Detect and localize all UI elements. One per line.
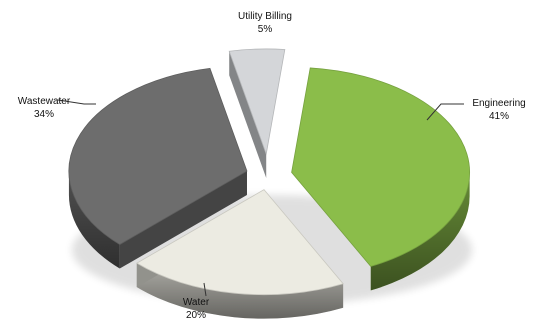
label-utility-billing: Utility Billing 5% — [238, 11, 292, 35]
slice-label-water: Water — [183, 297, 210, 308]
pie-slice-top-water — [136, 189, 344, 296]
pie-slice-utility-billing — [228, 48, 286, 178]
pie-slice-water — [136, 189, 344, 319]
slice-value-utility-billing: 5% — [258, 24, 273, 35]
slice-label-utility-billing: Utility Billing — [238, 11, 292, 22]
slice-label-engineering: Engineering — [472, 98, 525, 109]
label-engineering: Engineering 41% — [426, 98, 526, 122]
slice-value-water: 20% — [186, 310, 206, 321]
leader-line-water — [203, 282, 207, 297]
label-water: Water 20% — [183, 282, 210, 321]
pie-slice-wastewater — [68, 67, 248, 269]
pie-slices — [68, 48, 471, 319]
leader-line-wastewater — [57, 99, 96, 105]
pie-slice-side-shade-water — [136, 263, 344, 319]
pie-slice-top-wastewater — [68, 67, 248, 245]
pie-slice-side-shade-wastewater — [68, 171, 120, 269]
leader-line-engineering — [426, 103, 464, 121]
slice-value-wastewater: 34% — [34, 109, 54, 120]
pie-slice-side-shade-engineering — [370, 172, 470, 291]
pie-slice-top-utility-billing — [228, 48, 286, 156]
pie-slice-wall-wastewater — [119, 171, 247, 269]
slice-label-wastewater: Wastewater — [18, 96, 71, 107]
pie-slice-top-engineering — [291, 67, 471, 267]
pie-slice-engineering — [291, 67, 471, 291]
pie-slice-wall-utility-billing — [229, 51, 267, 178]
label-wastewater: Wastewater 34% — [18, 96, 96, 120]
slice-value-engineering: 41% — [489, 111, 509, 122]
